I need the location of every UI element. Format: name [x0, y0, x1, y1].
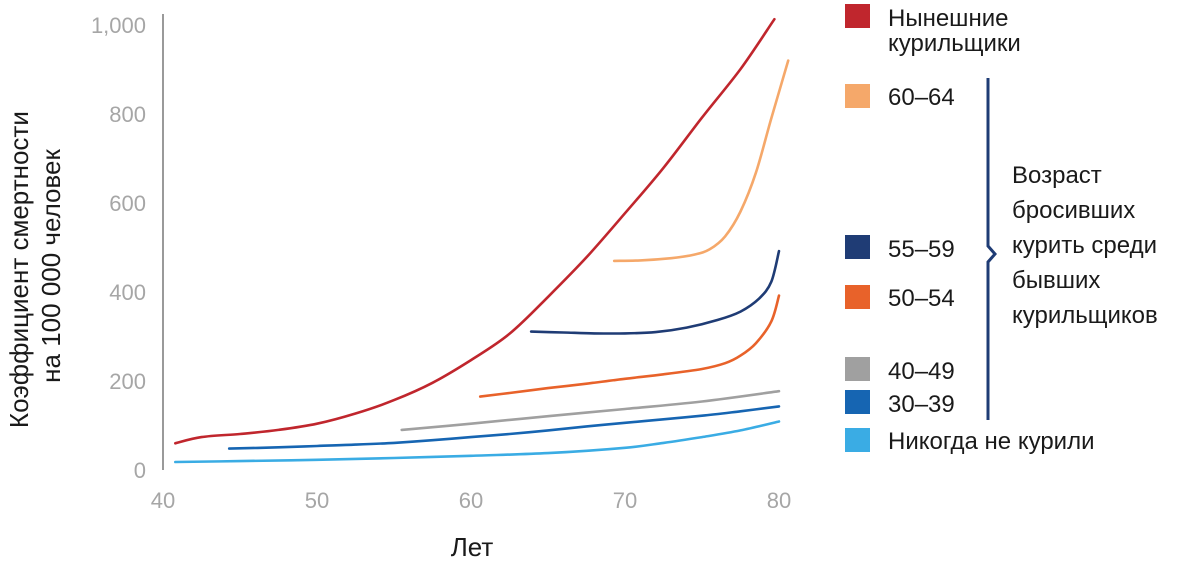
legend-swatch-never — [845, 428, 870, 452]
series-line-q55_59 — [529, 249, 781, 335]
legend-swatch-q50_54 — [845, 285, 870, 309]
series-line-q50_54 — [478, 294, 781, 398]
series-line-never — [174, 420, 781, 464]
legend-label-line: 60–64 — [888, 84, 955, 111]
y-tick-label: 800 — [109, 102, 146, 127]
legend-label-q40_49: 40–49 — [888, 358, 955, 385]
y-tick-label: 0 — [134, 458, 146, 483]
legend-label-line: 30–39 — [888, 391, 955, 418]
x-tick-label: 40 — [151, 488, 175, 513]
bracket-label-line-1: Возраст — [1012, 162, 1102, 189]
legend-swatch-current — [845, 4, 870, 28]
x-tick-label: 50 — [305, 488, 329, 513]
legend-label-line: 40–49 — [888, 358, 955, 385]
series-lines — [174, 17, 790, 464]
bracket-label: Возраст бросивших курить среди бывших ку… — [1012, 162, 1164, 329]
series-line-q60_64 — [612, 59, 790, 263]
quit-age-bracket: Возраст бросивших курить среди бывших ку… — [986, 78, 1164, 420]
series-line-q30_39 — [227, 405, 781, 450]
legend-swatch-q55_59 — [845, 235, 870, 259]
legend-label-line: 55–59 — [888, 236, 955, 263]
x-tick-label: 70 — [613, 488, 637, 513]
legend-label-q55_59: 55–59 — [888, 236, 955, 263]
legend-label-line: Нынешние — [888, 5, 1008, 32]
y-tick-label: 400 — [109, 280, 146, 305]
y-axis: 0 200 400 600 800 1,000 — [91, 13, 164, 483]
x-tick-label: 60 — [459, 488, 483, 513]
bracket-brace — [986, 78, 997, 420]
y-axis-title-line-1: Коэффициент смертности — [4, 111, 34, 428]
y-tick-label: 200 — [109, 369, 146, 394]
legend-swatch-q30_39 — [845, 390, 870, 414]
series-line-q40_49 — [400, 389, 781, 432]
bracket-label-line-3: курить среди — [1012, 232, 1157, 259]
series-line-current — [174, 17, 776, 445]
x-tick-label: 80 — [767, 488, 791, 513]
legend-label-current: Нынешние курильщики — [888, 5, 1021, 57]
y-axis-title-line-2: на 100 000 человек — [36, 149, 66, 383]
legend-label-q60_64: 60–64 — [888, 84, 955, 111]
legend-label-line: курильщики — [888, 30, 1021, 57]
legend-label-q50_54: 50–54 — [888, 285, 955, 312]
y-axis-title: Коэффициент смертности на 100 000 челове… — [4, 104, 66, 428]
x-axis-title: Лет — [451, 532, 494, 562]
x-axis: 40 50 60 70 80 — [151, 488, 791, 513]
bracket-label-line-4: бывших — [1012, 267, 1100, 294]
bracket-label-line-5: курильщиков — [1012, 302, 1158, 329]
y-tick-label: 600 — [109, 191, 146, 216]
legend-label-line: Никогда не курили — [888, 428, 1094, 455]
legend-swatch-q60_64 — [845, 84, 870, 108]
legend-label-q30_39: 30–39 — [888, 391, 955, 418]
legend-label-line: 50–54 — [888, 285, 955, 312]
legend: Нынешние курильщики 60–64 55–59 50–54 40–49 30… — [845, 4, 1094, 455]
bracket-label-line-2: бросивших — [1012, 197, 1135, 224]
legend-swatch-q40_49 — [845, 357, 870, 381]
y-tick-label: 1,000 — [91, 13, 146, 38]
legend-label-never: Никогда не курили — [888, 428, 1094, 455]
